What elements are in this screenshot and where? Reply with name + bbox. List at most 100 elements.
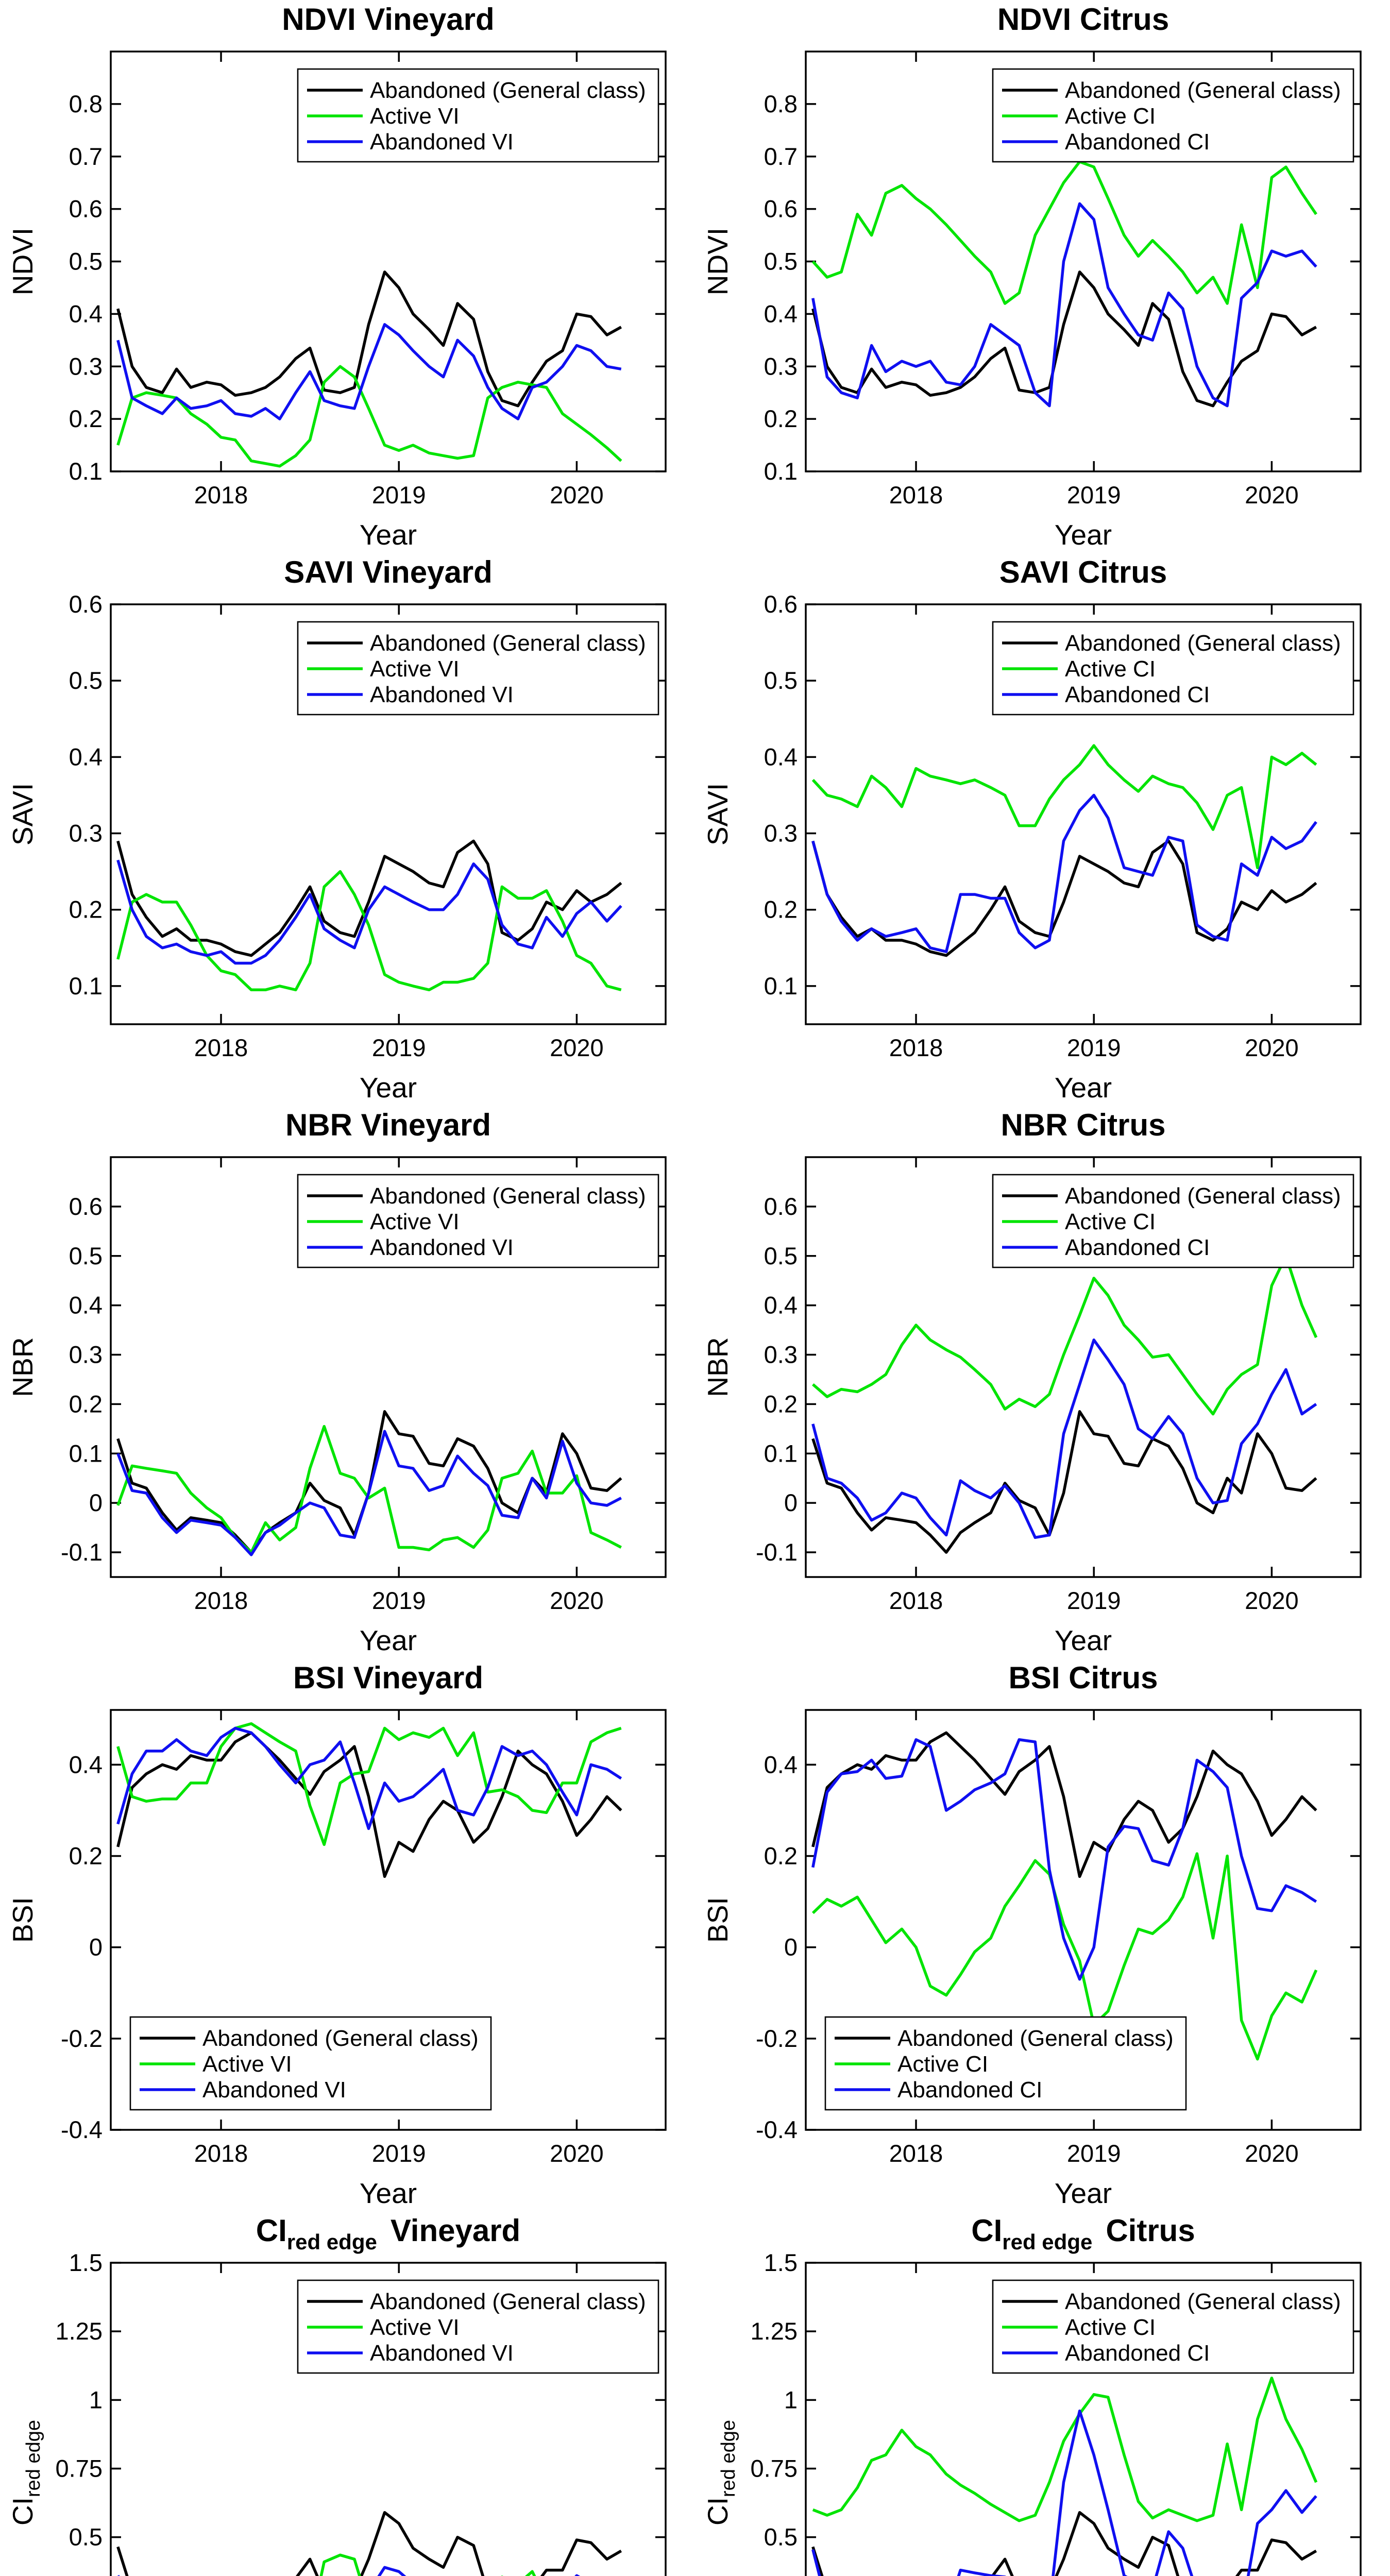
series-line-abandoned-ci bbox=[811, 2409, 1317, 2576]
legend-label: Abandoned CI bbox=[1065, 682, 1210, 707]
y-tick-label: 0.3 bbox=[764, 1341, 798, 1368]
legend-label: Active CI bbox=[1065, 1209, 1156, 1234]
legend-label: Active CI bbox=[1065, 2315, 1156, 2340]
x-tick-label: 2020 bbox=[550, 481, 604, 509]
chart-canvas: 2018 2019 2020 -0.1 0 0.1 0.2 0.3 0.4 0.5 0.6 NBR V… bbox=[0, 1106, 695, 1658]
x-tick-label: 2020 bbox=[550, 1034, 604, 1061]
y-tick-label: 0.4 bbox=[764, 1292, 798, 1319]
x-tick-label: 2020 bbox=[1245, 481, 1299, 509]
x-tick-label: 2019 bbox=[1067, 481, 1121, 509]
chart-title: SAVI Citrus bbox=[999, 555, 1167, 589]
legend-label: Abandoned VI bbox=[202, 2077, 346, 2103]
legend-label: Abandoned VI bbox=[370, 2341, 514, 2366]
y-tick-label: -0.4 bbox=[756, 2116, 798, 2143]
series-line-abandoned-general-class bbox=[116, 839, 622, 957]
y-axis-label: NDVI bbox=[702, 228, 734, 295]
y-tick-label: 0.2 bbox=[69, 896, 103, 923]
y-tick-label: -0.1 bbox=[756, 1538, 798, 1566]
y-tick-label: 0.75 bbox=[751, 2455, 798, 2482]
y-tick-label: 0.1 bbox=[764, 457, 798, 485]
y-tick-label: 0.8 bbox=[69, 90, 103, 117]
chart-title: CIred edge Citrus bbox=[971, 2213, 1195, 2254]
y-tick-label: 0.75 bbox=[56, 2455, 103, 2482]
chart-cell-ndvi-citrus: 2018 2019 2020 0.1 0.2 0.3 0.4 0.5 0.6 0.7 0.8 NDVI… bbox=[695, 0, 1390, 553]
chart-title: NDVI Citrus bbox=[997, 2, 1169, 37]
legend-label: Active VI bbox=[202, 2052, 292, 2077]
series-line-abandoned-vi bbox=[116, 859, 622, 965]
legend-label: Abandoned VI bbox=[370, 682, 514, 707]
y-tick-label: -0.2 bbox=[61, 2025, 103, 2052]
series-line-active-vi bbox=[116, 1722, 622, 1846]
y-tick-label: 0.4 bbox=[764, 743, 798, 770]
series-line-abandoned-general-class bbox=[116, 1731, 622, 1878]
y-tick-label: 0.5 bbox=[764, 667, 798, 694]
series-line-abandoned-general-class bbox=[811, 1731, 1317, 1878]
x-axis-label: Year bbox=[360, 519, 417, 551]
x-axis-label: Year bbox=[1055, 519, 1112, 551]
y-tick-label: 0.3 bbox=[69, 352, 103, 380]
x-tick-label: 2020 bbox=[1245, 1587, 1299, 1614]
legend: Abandoned (General class)Active CIAbando… bbox=[992, 68, 1354, 163]
legend: Abandoned (General class)Active VIAbando… bbox=[297, 621, 659, 716]
x-tick-label: 2019 bbox=[372, 2140, 426, 2167]
y-tick-label: 0.7 bbox=[764, 143, 798, 170]
series-line-abandoned-ci bbox=[811, 1338, 1317, 1539]
chart-title: SAVI Vineyard bbox=[284, 555, 493, 589]
x-axis-label: Year bbox=[360, 1072, 417, 1104]
x-tick-label: 2018 bbox=[889, 2140, 943, 2167]
x-axis-label: Year bbox=[1055, 1624, 1112, 1656]
series-line-active-vi bbox=[116, 870, 622, 992]
y-tick-label: 0.2 bbox=[764, 405, 798, 432]
y-tick-label: 0.2 bbox=[764, 1390, 798, 1417]
legend-label: Active CI bbox=[897, 2052, 988, 2077]
chart-cell-nbr-citrus: 2018 2019 2020 -0.1 0 0.1 0.2 0.3 0.4 0.5 0.6 NBR C… bbox=[695, 1106, 1390, 1658]
y-tick-label: 0.5 bbox=[69, 1242, 103, 1269]
legend-label: Active VI bbox=[370, 104, 460, 129]
series-line-active-ci bbox=[811, 160, 1317, 305]
y-tick-label: 0.6 bbox=[764, 590, 798, 618]
y-tick-label: 0.2 bbox=[69, 1390, 103, 1417]
legend-label: Active CI bbox=[1065, 104, 1156, 129]
series-line-active-ci bbox=[811, 744, 1317, 869]
legend-label: Abandoned (General class) bbox=[370, 1183, 646, 1209]
legend-label: Abandoned (General class) bbox=[1065, 78, 1341, 103]
series-line-abandoned-vi bbox=[116, 323, 622, 420]
legend-label: Abandoned VI bbox=[370, 1235, 514, 1260]
x-tick-label: 2018 bbox=[889, 1034, 943, 1061]
x-axis-label: Year bbox=[360, 1624, 417, 1656]
series-line-abandoned-ci bbox=[811, 1738, 1317, 1981]
legend: Abandoned (General class)Active CIAbando… bbox=[992, 2279, 1354, 2374]
y-axis-label: NBR bbox=[702, 1337, 734, 1397]
y-tick-label: 0 bbox=[89, 1934, 103, 1961]
y-axis-label: SAVI bbox=[7, 783, 39, 845]
y-tick-label: 0.4 bbox=[69, 1292, 103, 1319]
x-tick-label: 2020 bbox=[550, 2140, 604, 2167]
y-tick-label: 1 bbox=[784, 2386, 798, 2413]
chart-cell-bsi-citrus: 2018 2019 2020 -0.4 -0.2 0 0.2 0.4 BSI Citrus Yea… bbox=[695, 1658, 1390, 2211]
x-tick-label: 2020 bbox=[1245, 2140, 1299, 2167]
y-tick-label: 1.25 bbox=[56, 2317, 103, 2345]
legend-label: Abandoned (General class) bbox=[370, 631, 646, 656]
legend-label: Abandoned (General class) bbox=[1065, 2289, 1341, 2314]
chart-canvas: 2018 2019 2020 -0.1 0 0.1 0.2 0.3 0.4 0.5 0.6 NBR C… bbox=[695, 1106, 1390, 1658]
y-axis-label: CIred edge bbox=[702, 2420, 739, 2526]
legend: Abandoned (General class)Active VIAbando… bbox=[129, 2016, 492, 2111]
legend-label: Abandoned CI bbox=[897, 2077, 1042, 2103]
chart-cell-savi-citrus: 2018 2019 2020 0.1 0.2 0.3 0.4 0.5 0.6 SAVI Citru… bbox=[695, 553, 1390, 1106]
chart-cell-nbr-vineyard: 2018 2019 2020 -0.1 0 0.1 0.2 0.3 0.4 0.5 0.6 NBR V… bbox=[0, 1106, 695, 1658]
y-tick-label: 1.5 bbox=[764, 2249, 798, 2276]
legend-label: Abandoned VI bbox=[370, 129, 514, 155]
legend: Abandoned (General class)Active VIAbando… bbox=[297, 1174, 659, 1268]
y-axis-label: BSI bbox=[702, 1897, 734, 1943]
y-tick-label: 0.5 bbox=[764, 248, 798, 275]
chart-cell-ndvi-vineyard: 2018 2019 2020 0.1 0.2 0.3 0.4 0.5 0.6 0.7 0.8 NDVI… bbox=[0, 0, 695, 553]
y-tick-label: 0.4 bbox=[764, 1751, 798, 1778]
y-tick-label: 0.5 bbox=[69, 667, 103, 694]
x-tick-label: 2019 bbox=[1067, 1587, 1121, 1614]
y-tick-label: 0.4 bbox=[764, 300, 798, 327]
y-tick-label: 0.5 bbox=[764, 2523, 798, 2551]
